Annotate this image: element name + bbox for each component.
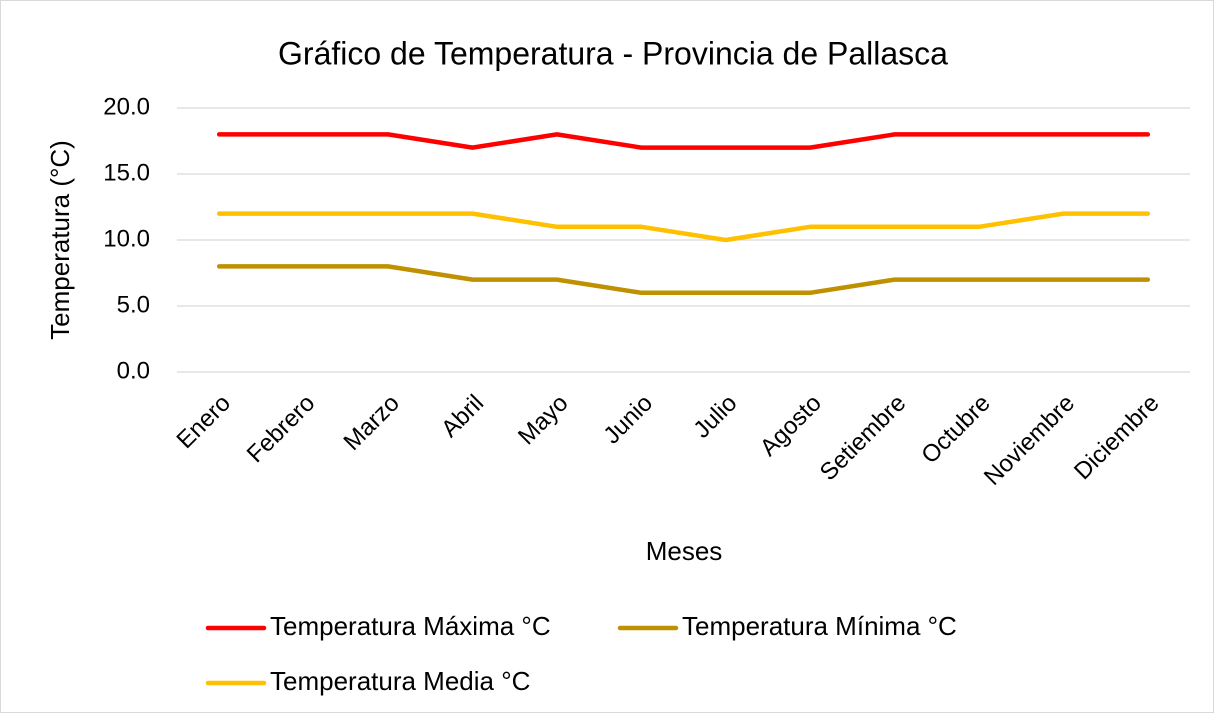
x-axis-title: Meses (646, 536, 723, 566)
y-tick-label: 20.0 (103, 93, 150, 120)
legend-label: Temperatura Mínima °C (682, 611, 957, 641)
y-tick-label: 10.0 (103, 225, 150, 252)
data-line (216, 132, 1151, 150)
chart-title: Gráfico de Temperatura - Provincia de Pa… (278, 35, 948, 71)
y-axis-title: Temperatura (°C) (45, 140, 75, 340)
legend-label: Temperatura Media °C (270, 666, 530, 696)
data-line (216, 264, 1151, 296)
legend-label: Temperatura Máxima °C (270, 611, 551, 641)
y-tick-label: 15.0 (103, 159, 150, 186)
y-tick-label: 5.0 (117, 291, 150, 318)
data-line (216, 211, 1151, 243)
y-tick-label: 0.0 (117, 357, 150, 384)
